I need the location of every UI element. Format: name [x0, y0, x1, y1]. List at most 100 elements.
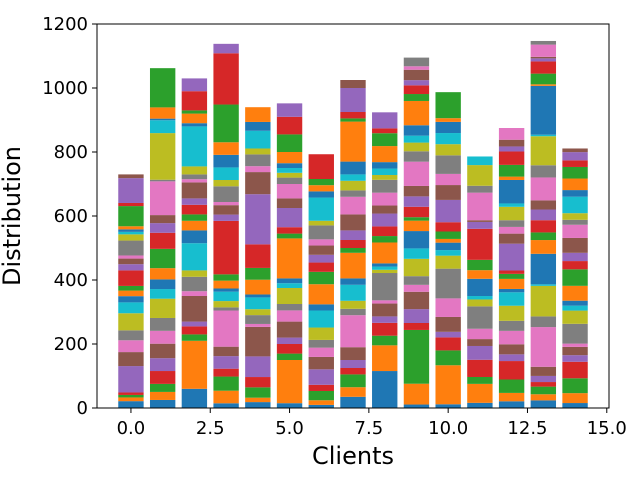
- bar-segment-client-0-18: [118, 234, 144, 241]
- bar-segment-client-14-21: [562, 178, 588, 191]
- bar-segment-client-13-23: [530, 61, 557, 74]
- bar-segment-client-14-14: [562, 252, 588, 262]
- bar-segment-client-6-5: [308, 356, 334, 370]
- bar-segment-client-0-11: [118, 290, 144, 297]
- bar-segment-client-6-12: [308, 271, 334, 285]
- bar-segment-client-12-11: [498, 278, 525, 289]
- y-tick-label: 800: [54, 142, 88, 163]
- bar-segment-client-2-10: [181, 230, 208, 244]
- bar-segment-client-13-8: [530, 285, 557, 317]
- bar-segment-client-9-8: [403, 258, 430, 277]
- bar-segment-client-1-21: [149, 107, 176, 119]
- bar-segment-client-1-20: [149, 118, 176, 121]
- bar-segment-client-12-26: [498, 128, 525, 140]
- bar-segment-client-6-19: [308, 197, 334, 221]
- bar-segment-client-0-8: [118, 313, 144, 331]
- bar-segment-client-10-1: [435, 365, 461, 405]
- bar-segment-client-9-12: [403, 217, 430, 221]
- bar-segment-client-0-15: [118, 258, 144, 265]
- bar-segment-client-10-10: [435, 242, 461, 251]
- bar-segment-client-4-16: [245, 166, 271, 173]
- bar-segment-client-1-11: [149, 268, 176, 280]
- bar-segment-client-14-7: [562, 323, 588, 344]
- bar-segment-client-12-5: [498, 344, 525, 355]
- bar-segment-client-3-21: [213, 142, 239, 155]
- bar-segment-client-13-12: [530, 232, 557, 241]
- bar-segment-client-2-12: [181, 214, 208, 221]
- bar-segment-client-9-3: [403, 323, 430, 330]
- x-axis-title: Clients: [312, 442, 394, 470]
- bar-segment-client-5-14: [276, 208, 303, 228]
- bar-segment-client-2-20: [181, 123, 208, 127]
- bar-segment-client-0-0: [118, 401, 144, 408]
- bar-segment-client-0-5: [118, 352, 144, 367]
- bar-segment-client-7-22: [340, 118, 366, 122]
- bar-segment-client-11-3: [467, 359, 493, 377]
- bar-segment-client-11-13: [467, 228, 493, 260]
- bar-segment-client-10-4: [435, 331, 461, 338]
- bar-segment-client-10-21: [435, 118, 461, 122]
- bar-segment-client-9-7: [403, 276, 430, 285]
- bar-segment-client-8-4: [372, 316, 398, 323]
- bar-segment-client-8-8: [372, 269, 398, 274]
- bar-segment-client-10-13: [435, 222, 461, 232]
- bar-segment-client-5-18: [276, 172, 303, 178]
- bar-segment-client-2-9: [181, 243, 208, 271]
- bar-segment-client-13-6: [530, 327, 557, 367]
- bar-segment-client-3-13: [213, 220, 239, 275]
- bar-segment-client-7-20: [340, 161, 366, 175]
- bar-segment-client-0-14: [118, 264, 144, 271]
- x-tick-label: 5.0: [275, 418, 304, 439]
- bar-segment-client-9-11: [403, 220, 430, 232]
- bar-segment-client-4-12: [245, 267, 271, 280]
- bar-segment-client-13-13: [530, 220, 557, 233]
- bar-segment-client-11-14: [467, 221, 493, 229]
- bar-segment-client-6-17: [308, 225, 334, 240]
- bar-segment-client-13-10: [530, 253, 557, 285]
- bar-segment-client-5-9: [276, 283, 303, 288]
- bar-segment-client-7-0: [340, 396, 366, 408]
- bar-segment-client-10-12: [435, 231, 461, 239]
- bar-segment-client-10-15: [435, 185, 461, 200]
- bar-segment-client-3-12: [213, 274, 239, 281]
- bar-segment-client-11-2: [467, 376, 493, 384]
- bar-segment-client-10-9: [435, 250, 461, 256]
- bar-segment-client-3-24: [213, 43, 239, 54]
- bar-segment-client-4-1: [245, 397, 271, 403]
- bar-segment-client-13-3: [530, 382, 557, 387]
- bar-segment-client-12-20: [498, 179, 525, 204]
- bar-segment-client-13-7: [530, 316, 557, 328]
- bar-segment-client-3-7: [213, 307, 239, 311]
- bar-segment-client-12-14: [498, 243, 525, 271]
- bar-segment-client-9-21: [403, 100, 430, 126]
- bar-segment-client-12-16: [498, 226, 525, 234]
- bar-segment-client-10-22: [435, 92, 461, 119]
- bar-segment-client-6-18: [308, 220, 334, 226]
- bar-segment-client-8-14: [372, 213, 398, 227]
- bar-segment-client-12-21: [498, 176, 525, 180]
- bar-segment-client-12-1: [498, 392, 525, 402]
- bar-segment-client-0-23: [118, 202, 144, 207]
- bar-segment-client-4-2: [245, 387, 271, 398]
- bar-segment-client-2-8: [181, 270, 208, 277]
- bar-segment-client-9-22: [403, 94, 430, 101]
- bar-segment-client-10-6: [435, 298, 461, 317]
- bar-segment-client-3-1: [213, 390, 239, 404]
- bar-segment-client-3-23: [213, 53, 239, 105]
- bar-segment-client-5-1: [276, 360, 303, 404]
- bar-segment-client-10-11: [435, 238, 461, 243]
- bar-segment-client-1-8: [149, 298, 176, 318]
- bar-segment-client-8-18: [372, 174, 398, 180]
- bar-segment-client-12-4: [498, 354, 525, 362]
- bar-segment-client-13-25: [530, 56, 557, 59]
- bar-segment-client-1-22: [149, 68, 176, 108]
- bar-segment-client-4-10: [245, 294, 271, 298]
- bar-segment-client-10-16: [435, 173, 461, 186]
- x-tick-label: 15.0: [587, 418, 627, 439]
- bar-segment-client-13-22: [530, 73, 557, 85]
- bar-segment-client-0-17: [118, 240, 144, 256]
- bar-segment-client-7-21: [340, 121, 366, 162]
- bar-segment-client-10-2: [435, 350, 461, 366]
- bar-segment-client-6-1: [308, 400, 334, 405]
- bar-segment-client-11-19: [467, 156, 493, 166]
